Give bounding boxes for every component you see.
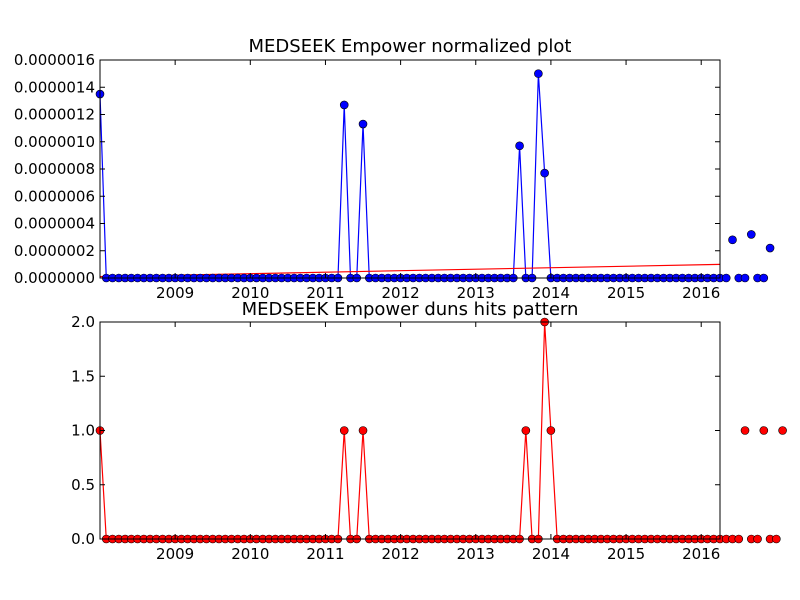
normalized-plot: MEDSEEK Empower normalized plot 2009 2010… (14, 36, 775, 302)
duns-hits-series-duns-hits-point (521, 426, 531, 435)
normalized-x-tick-label: 2011 (306, 284, 344, 302)
normalized-y-tick-label: 0.0000012 (14, 106, 95, 124)
duns-hits-series-duns-hits-point (358, 426, 368, 435)
duns-hits-series-duns-hits-point (546, 426, 556, 435)
duns-hits-x-tick-label: 2009 (156, 545, 194, 563)
normalized-series-normalized-hits-point (728, 235, 737, 245)
duns-hits-series-duns-hits-point (778, 426, 787, 435)
duns-hits-series-duns-hits-point (772, 534, 781, 544)
duns-hits-y-tick-label: 0.5 (71, 476, 95, 494)
duns-hits-y-tick-label: 0.0 (71, 530, 95, 548)
normalized-series-normalized-hits-point (765, 243, 775, 253)
normalized-series-normalized-hits-point (534, 69, 543, 78)
duns-hits-x-tick-label: 2014 (532, 545, 570, 563)
duns-hits-x-tick-label: 2015 (607, 545, 645, 563)
duns-hits-x-tick-label: 2016 (682, 545, 720, 563)
normalized-x-tick-label: 2009 (156, 284, 194, 302)
normalized-y-tick-label: 0.0000002 (14, 242, 95, 260)
normalized-x-tick-label: 2013 (457, 284, 495, 302)
normalized-x-tick-label: 2014 (532, 284, 570, 302)
duns-hits-series-duns-hits-point (753, 534, 762, 544)
duns-hits-y-tick-label: 1.5 (71, 367, 95, 385)
normalized-y-tick-label: 0.0000014 (14, 78, 95, 96)
normalized-series-normalized-hits-point (358, 119, 368, 129)
normalized-y-tick-label: 0.0000008 (14, 160, 95, 178)
duns-hits-x-tick-label: 2012 (382, 545, 420, 563)
normalized-series-normalized-hits-point (759, 273, 769, 283)
normalized-y-tick-label: 0.0000000 (14, 269, 95, 287)
normalized-x-tick-label: 2016 (682, 284, 720, 302)
normalized-x-tick-label: 2015 (607, 284, 645, 302)
duns-hits-y-tick-label: 1.0 (71, 422, 95, 440)
duns-hits-y-tick-label: 2.0 (71, 313, 95, 331)
normalized-plot-frame (99, 59, 721, 279)
normalized-x-tick-label: 2010 (231, 284, 269, 302)
duns-hits-x-tick-label: 2010 (231, 545, 269, 563)
duns-hits-x-tick-label: 2013 (457, 545, 495, 563)
normalized-series-normalized-hits-point (746, 230, 756, 239)
duns-hits-series-duns-hits-point (759, 426, 769, 435)
duns-hits-x-tick-label: 2011 (306, 545, 344, 563)
normalized-series-trend-line (100, 263, 720, 278)
duns-hits-plot: 2009 2010 2011 2012 2013 2014 2015 2016 0.0 0.5 1.… (71, 299, 787, 563)
normalized-series-normalized-hits-point (721, 273, 731, 283)
normalized-x-tick-label: 2012 (382, 284, 420, 302)
normalized-series-normalized-hits-point (515, 141, 524, 151)
duns-hits-series-duns-hits-point (740, 426, 750, 435)
normalized-series-normalized-hits-point (740, 273, 750, 283)
normalized-y-tick-label: 0.0000006 (14, 187, 95, 205)
normalized-y-tick-label: 0.0000016 (14, 51, 95, 69)
duns-hits-plot-title: MEDSEEK Empower duns hits pattern (242, 299, 579, 320)
duns-hits-plot-frame (99, 321, 721, 540)
normalized-series-normalized-hits-point (339, 100, 349, 110)
duns-hits-series-duns-hits-point (734, 534, 744, 544)
duns-hits-series-duns-hits-point (339, 426, 349, 435)
normalized-y-tick-label: 0.0000004 (14, 215, 95, 233)
normalized-y-tick-label: 0.0000010 (14, 133, 95, 151)
normalized-series-normalized-hits-point (540, 168, 549, 178)
normalized-plot-title: MEDSEEK Empower normalized plot (249, 36, 572, 57)
